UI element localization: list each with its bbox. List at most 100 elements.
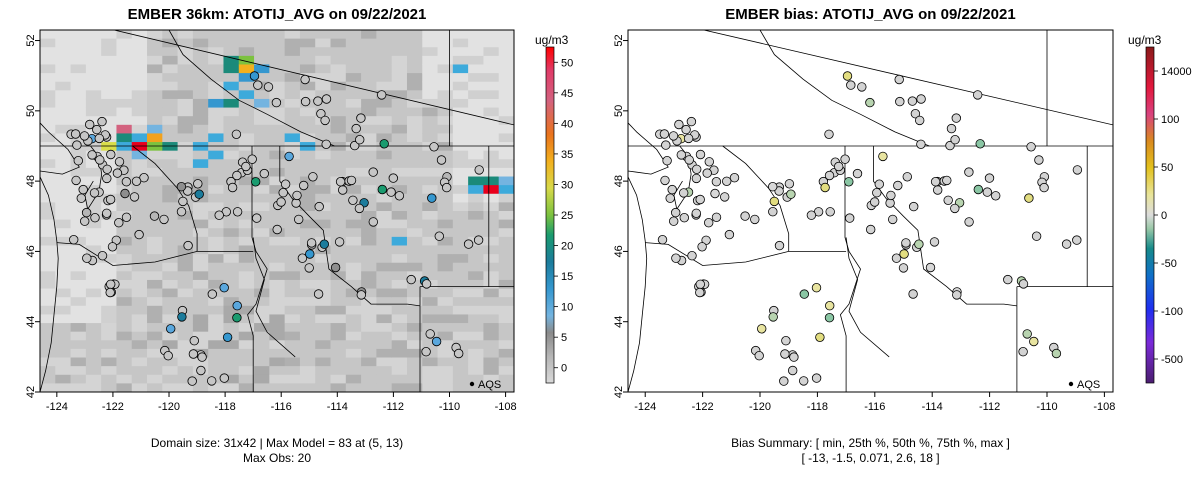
grid-cell bbox=[238, 116, 255, 126]
grid-cell bbox=[40, 47, 56, 57]
grid-cell bbox=[406, 374, 423, 384]
grid-cell bbox=[498, 288, 514, 298]
aqs-station-point bbox=[348, 195, 358, 206]
aqs-station-point bbox=[76, 193, 87, 203]
grid-cell bbox=[223, 30, 240, 40]
left-x-tick-label: -112 bbox=[383, 401, 404, 413]
bias-station-point bbox=[687, 250, 697, 261]
grid-cell bbox=[452, 228, 469, 238]
grid-cell bbox=[422, 116, 438, 126]
grid-cell bbox=[70, 245, 87, 255]
grid-cell bbox=[437, 288, 454, 298]
grid-cell bbox=[40, 133, 56, 143]
grid-cell bbox=[101, 254, 117, 264]
grid-cell bbox=[223, 116, 240, 126]
grid-cell bbox=[208, 124, 224, 134]
left-x-tick-label: -124 bbox=[46, 401, 68, 413]
grid-cell bbox=[452, 30, 469, 40]
bias-station-point bbox=[692, 164, 702, 175]
grid-cell bbox=[101, 383, 117, 392]
grid-cell bbox=[345, 245, 362, 255]
grid-cell bbox=[391, 159, 408, 169]
grid-cell bbox=[223, 167, 240, 177]
grid-cell bbox=[147, 116, 163, 126]
aqs-station-point bbox=[377, 90, 387, 100]
grid-cell bbox=[468, 228, 484, 238]
grid-cell bbox=[498, 202, 514, 212]
aqs-station-point bbox=[72, 140, 82, 150]
grid-cell bbox=[208, 185, 224, 195]
grid-cell bbox=[116, 159, 133, 169]
aqs-station-point bbox=[442, 182, 452, 193]
grid-cell bbox=[238, 228, 255, 238]
grid-cell bbox=[238, 245, 255, 255]
grid-cell bbox=[422, 73, 438, 83]
grid-cell bbox=[483, 314, 500, 324]
grid-cell bbox=[147, 202, 163, 212]
grid-cell bbox=[361, 90, 377, 100]
grid-cell bbox=[315, 38, 331, 48]
grid-cell bbox=[147, 98, 163, 108]
grid-cell bbox=[315, 176, 331, 186]
bias-station-point bbox=[1026, 142, 1036, 152]
bias-station-point bbox=[933, 185, 943, 195]
grid-cell bbox=[406, 124, 423, 134]
grid-cell bbox=[177, 219, 194, 229]
grid-cell bbox=[315, 271, 331, 281]
grid-cell bbox=[468, 64, 484, 74]
grid-cell bbox=[162, 64, 179, 74]
grid-cell bbox=[422, 167, 438, 177]
grid-cell bbox=[452, 73, 469, 83]
grid-cell bbox=[70, 211, 87, 221]
aqs-station-point bbox=[306, 238, 317, 248]
grid-cell bbox=[345, 279, 362, 289]
grid-cell bbox=[208, 323, 224, 333]
grid-cell bbox=[238, 133, 255, 143]
grid-cell bbox=[437, 236, 454, 246]
grid-cell bbox=[131, 202, 148, 212]
bias-station-point bbox=[671, 207, 681, 218]
grid-cell bbox=[406, 288, 423, 298]
coastline bbox=[628, 122, 669, 392]
grid-cell bbox=[437, 331, 454, 341]
bias-station-point bbox=[657, 234, 668, 245]
northern-boundary bbox=[112, 30, 514, 126]
grid-cell bbox=[468, 142, 484, 152]
grid-cell bbox=[40, 124, 56, 134]
grid-cell bbox=[177, 357, 194, 367]
grid-cell bbox=[147, 38, 163, 48]
grid-cell bbox=[452, 124, 469, 134]
grid-cell bbox=[70, 323, 87, 333]
bias-station-point bbox=[659, 129, 670, 139]
grid-cell bbox=[177, 331, 194, 341]
grid-cell bbox=[85, 142, 102, 152]
bias-station-point bbox=[872, 187, 882, 198]
aqs-station-point bbox=[434, 231, 445, 241]
grid-cell bbox=[345, 150, 362, 160]
grid-cell bbox=[147, 228, 163, 238]
grid-cell bbox=[422, 245, 438, 255]
grid-cell bbox=[147, 288, 163, 298]
grid-cell bbox=[177, 30, 194, 40]
grid-cell bbox=[147, 245, 163, 255]
grid-cell bbox=[330, 357, 347, 367]
grid-cell bbox=[284, 176, 301, 186]
grid-cell bbox=[147, 107, 163, 117]
grid-cell bbox=[70, 340, 87, 350]
grid-cell bbox=[269, 124, 286, 134]
bias-station-point bbox=[943, 195, 953, 206]
grid-cell bbox=[177, 383, 194, 392]
grid-cell bbox=[254, 219, 270, 229]
grid-cell bbox=[177, 90, 194, 100]
grid-cell bbox=[315, 90, 331, 100]
grid-cell bbox=[330, 219, 347, 229]
grid-cell bbox=[269, 167, 286, 177]
grid-cell bbox=[85, 38, 102, 48]
grid-cell bbox=[131, 185, 148, 195]
grid-cell bbox=[315, 254, 331, 264]
grid-cell bbox=[131, 73, 148, 83]
bias-station-point bbox=[893, 180, 903, 191]
grid-cell bbox=[162, 193, 179, 203]
grid-cell bbox=[498, 64, 514, 74]
right-y-tick-label: 42 bbox=[613, 386, 625, 398]
